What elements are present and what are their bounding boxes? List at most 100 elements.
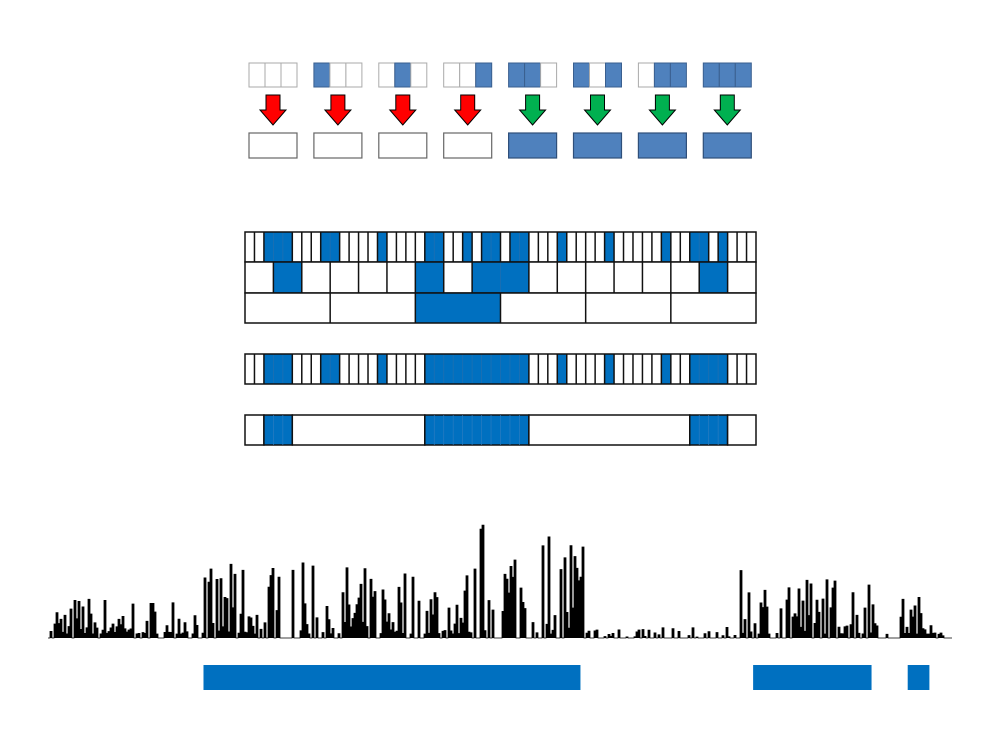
white-cell <box>254 232 264 262</box>
blue-cell <box>481 354 492 384</box>
blue-cell <box>424 354 435 384</box>
white-cell <box>528 232 539 262</box>
input-cell <box>345 62 363 88</box>
white-segment <box>528 414 691 446</box>
white-cell <box>642 354 652 384</box>
white-cell <box>292 354 302 384</box>
white-cell <box>292 232 302 262</box>
blue-cell <box>699 354 709 384</box>
blue-cell <box>330 232 340 262</box>
vote-example <box>248 62 298 159</box>
blue-cell <box>273 232 283 262</box>
white-segment <box>291 414 426 446</box>
red-down-arrow <box>323 94 352 126</box>
white-cell <box>651 354 662 384</box>
white-cell <box>727 354 738 384</box>
merged-row <box>244 414 757 446</box>
blue-cell <box>509 354 520 384</box>
white-cell <box>680 354 690 384</box>
white-cell <box>386 262 416 293</box>
input-cell <box>264 62 282 88</box>
blue-cell <box>415 293 501 323</box>
white-cell <box>339 354 350 384</box>
white-cell <box>585 354 596 384</box>
blue-cell <box>434 232 444 262</box>
fine-row <box>244 231 757 263</box>
white-cell <box>349 232 359 262</box>
green-down-arrow <box>518 94 547 126</box>
white-cell <box>386 354 397 384</box>
blue-cell <box>661 232 671 262</box>
white-segment <box>244 414 265 446</box>
blue-segment <box>263 414 294 446</box>
blue-cell <box>491 354 501 384</box>
output-cell <box>702 132 752 159</box>
blue-cell <box>273 354 283 384</box>
white-cell <box>746 232 756 262</box>
white-cell <box>472 232 482 262</box>
white-cell <box>746 354 756 384</box>
blue-cell <box>453 354 463 384</box>
output-cell <box>637 132 688 159</box>
detected-regions <box>203 665 930 690</box>
output-cell <box>508 132 558 159</box>
vote-examples <box>248 62 752 159</box>
blue-cell <box>462 354 473 384</box>
input-cell <box>540 62 558 88</box>
white-cell <box>595 232 605 262</box>
input-cell <box>734 62 752 88</box>
white-cell <box>405 354 416 384</box>
blue-cell <box>434 354 444 384</box>
input-cell <box>589 62 606 88</box>
blue-cell <box>689 232 700 262</box>
white-cell <box>301 262 331 293</box>
blue-segment <box>424 414 530 446</box>
input-cell <box>313 62 331 88</box>
white-cell <box>614 232 624 262</box>
white-cell <box>642 232 652 262</box>
white-cell <box>386 232 397 262</box>
white-cell <box>443 262 473 293</box>
white-cell <box>245 354 255 384</box>
input-cell <box>605 62 622 88</box>
blue-cell <box>519 354 529 384</box>
white-cell <box>623 232 633 262</box>
white-cell <box>330 293 416 323</box>
white-segment <box>726 414 757 446</box>
white-cell <box>623 354 633 384</box>
input-cell <box>410 62 428 88</box>
blue-cell <box>604 354 615 384</box>
white-cell <box>500 293 586 323</box>
vote-example <box>637 62 688 159</box>
blue-cell <box>443 354 454 384</box>
white-cell <box>576 232 586 262</box>
white-cell <box>547 354 558 384</box>
blue-cell <box>320 232 331 262</box>
white-cell <box>358 354 369 384</box>
green-down-arrow <box>648 94 677 126</box>
red-down-arrow <box>258 94 288 126</box>
coarse-row <box>244 292 757 324</box>
white-cell <box>547 232 558 262</box>
white-cell <box>651 232 662 262</box>
blue-cell <box>415 262 444 293</box>
white-cell <box>614 354 624 384</box>
white-cell <box>330 262 359 293</box>
white-cell <box>727 232 738 262</box>
white-cell <box>708 232 719 262</box>
blue-cell <box>500 354 510 384</box>
input-cell <box>669 62 687 88</box>
detected-region-bar <box>203 665 581 690</box>
output-cell <box>378 132 428 159</box>
green-down-arrow <box>713 94 742 126</box>
red-down-arrow <box>388 94 417 126</box>
white-cell <box>358 262 387 293</box>
blue-cell <box>481 232 492 262</box>
input-cell <box>508 62 526 88</box>
blue-cell <box>604 232 615 262</box>
white-cell <box>500 232 510 262</box>
blue-cell <box>557 354 567 384</box>
white-cell <box>632 232 643 262</box>
blue-cell <box>263 354 274 384</box>
input-cell <box>475 62 493 88</box>
